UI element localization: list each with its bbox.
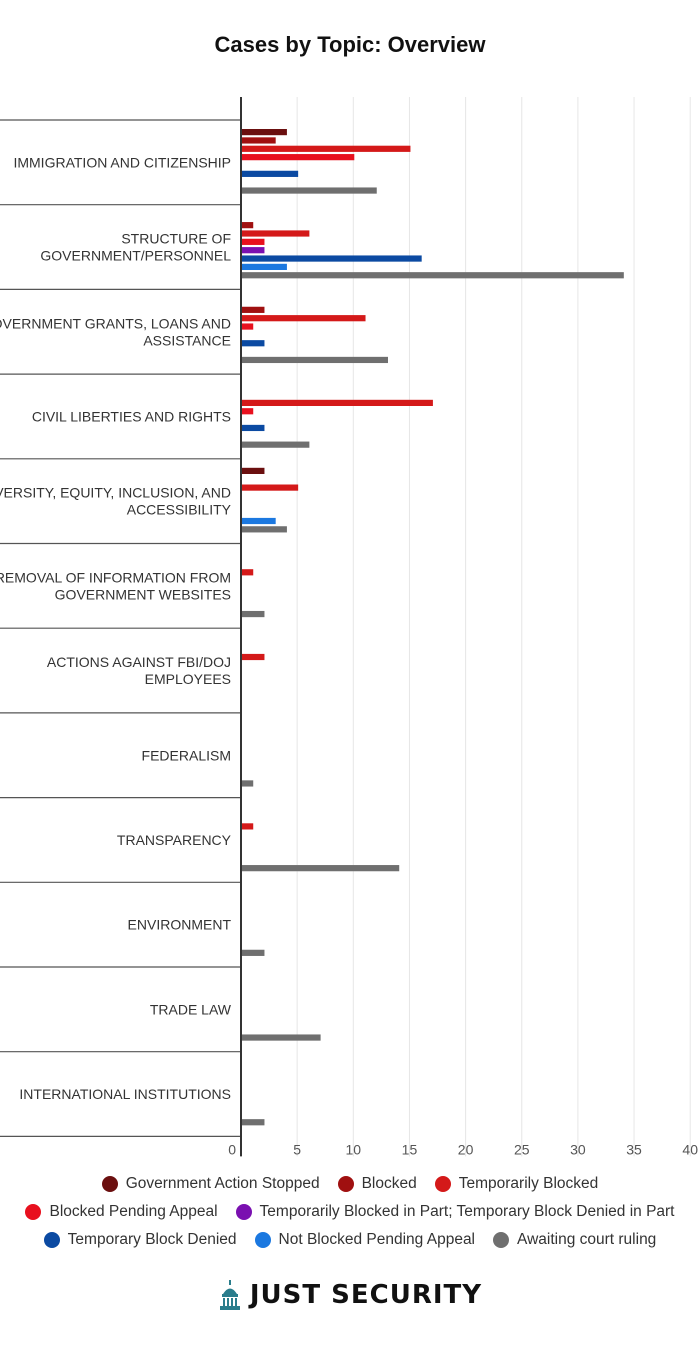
bar — [242, 356, 388, 364]
category-label: FEDERALISM — [142, 747, 231, 763]
legend-swatch — [337, 1176, 354, 1192]
category-label: ASSISTANCE — [143, 332, 231, 348]
bar — [242, 823, 254, 830]
chart-title: Cases by Topic: Overview — [214, 32, 486, 57]
bar-chart: 0 5 10 15 20 25 30 35 40 IMMIGRATION AND CITIZENS… — [0, 97, 698, 1157]
x-tick-label: 10 — [346, 1141, 362, 1157]
x-tick-label: 15 — [402, 1141, 418, 1157]
bar — [242, 653, 265, 661]
category-label: TRANSPARENCY — [117, 832, 232, 848]
bar — [242, 526, 287, 533]
legend-item: Temporarily Blocked — [434, 1175, 599, 1193]
legend-item: Blocked Pending Appeal — [25, 1203, 218, 1221]
bar — [242, 399, 433, 406]
bar — [242, 865, 400, 872]
category-label: CIVIL LIBERTIES AND RIGHTS — [32, 408, 231, 424]
legend-item: Government Action Stopped — [101, 1175, 320, 1193]
category-label: DIVERSITY, EQUITY, INCLUSION, AND — [0, 485, 231, 501]
legend-item: Temporarily Blocked in Part; Temporary B… — [235, 1203, 675, 1221]
bar — [242, 484, 299, 491]
bar — [242, 154, 355, 161]
legend-row: Temporary Block Denied Not Blocked Pendin… — [0, 1226, 700, 1254]
bar — [242, 340, 265, 347]
category-label: STRUCTURE OF — [121, 231, 231, 247]
bar — [242, 272, 624, 279]
bar — [242, 467, 265, 474]
bar — [242, 230, 310, 237]
legend-swatch — [235, 1204, 252, 1220]
bar — [242, 263, 287, 270]
category-label: ENVIRONMENT — [128, 917, 232, 933]
legend-row: Government Action Stopped Blocked Temporar… — [0, 1170, 700, 1198]
bar — [242, 306, 265, 313]
x-tick-label: 25 — [514, 1141, 530, 1157]
legend-label: Temporarily Blocked in Part; Temporary B… — [259, 1203, 675, 1220]
bar — [242, 1034, 321, 1041]
legend-swatch — [25, 1204, 42, 1220]
bar — [242, 222, 254, 229]
category-label: EMPLOYEES — [145, 671, 231, 687]
bar — [242, 187, 377, 194]
category-label: REMOVAL OF INFORMATION FROM — [0, 569, 231, 585]
legend-label: Blocked — [361, 1175, 417, 1192]
legend-item: Temporary Block Denied — [43, 1231, 237, 1249]
bar — [242, 780, 254, 787]
x-tick-label: 0 — [228, 1141, 236, 1157]
bar — [242, 517, 276, 525]
chart-legend: Government Action Stopped Blocked Temporar… — [0, 1170, 700, 1254]
bar — [242, 610, 265, 618]
bar — [242, 323, 254, 330]
brand-name: JUST SECURITY — [249, 1280, 483, 1310]
legend-swatch — [101, 1176, 118, 1192]
bar — [242, 255, 422, 262]
legend-row: Blocked Pending Appeal Temporarily Blocke… — [0, 1198, 700, 1226]
bar — [242, 129, 287, 136]
x-tick-label: 35 — [626, 1141, 642, 1157]
legend-label: Not Blocked Pending Appeal — [278, 1231, 476, 1248]
category-label: ACTIONS AGAINST FBI/DOJ — [47, 654, 231, 670]
bar — [242, 170, 299, 177]
legend-swatch — [254, 1232, 271, 1248]
category-label: ACCESSIBILITY — [127, 502, 232, 518]
category-label: INTERNATIONAL INSTITUTIONS — [19, 1086, 231, 1102]
bar — [242, 145, 411, 152]
category-label: IMMIGRATION AND CITIZENSHIP — [13, 154, 231, 170]
legend-label: Temporary Block Denied — [67, 1231, 237, 1248]
capitol-dome-icon — [219, 1280, 240, 1310]
legend-label: Awaiting court ruling — [517, 1231, 657, 1248]
bar — [242, 247, 265, 254]
category-label: GOVERNMENT/PERSONNEL — [40, 248, 231, 264]
brand-logo: JUST SECURITY — [0, 1280, 700, 1310]
x-tick-label: 20 — [458, 1141, 474, 1157]
legend-item: Not Blocked Pending Appeal — [254, 1231, 476, 1249]
category-label: GOVERNMENT GRANTS, LOANS AND — [0, 315, 231, 331]
x-tick-label: 5 — [293, 1141, 301, 1157]
bar — [242, 137, 276, 144]
legend-item: Blocked — [337, 1175, 417, 1193]
category-label: GOVERNMENT WEBSITES — [55, 586, 231, 602]
category-label: TRADE LAW — [150, 1001, 232, 1017]
legend-swatch — [434, 1176, 451, 1192]
bar — [242, 949, 265, 956]
legend-item: Awaiting court ruling — [493, 1231, 656, 1249]
bar — [242, 441, 310, 448]
legend-swatch — [493, 1232, 510, 1248]
x-tick-label: 30 — [570, 1141, 586, 1157]
bar — [242, 238, 265, 245]
x-tick-label: 40 — [682, 1141, 698, 1157]
bar — [242, 1119, 265, 1126]
bar — [242, 315, 366, 322]
bar — [242, 424, 265, 432]
bar — [242, 408, 254, 415]
legend-label: Blocked Pending Appeal — [49, 1203, 218, 1220]
legend-label: Temporarily Blocked — [458, 1175, 599, 1192]
legend-label: Government Action Stopped — [125, 1175, 320, 1192]
legend-swatch — [43, 1232, 60, 1248]
bar — [242, 569, 254, 576]
